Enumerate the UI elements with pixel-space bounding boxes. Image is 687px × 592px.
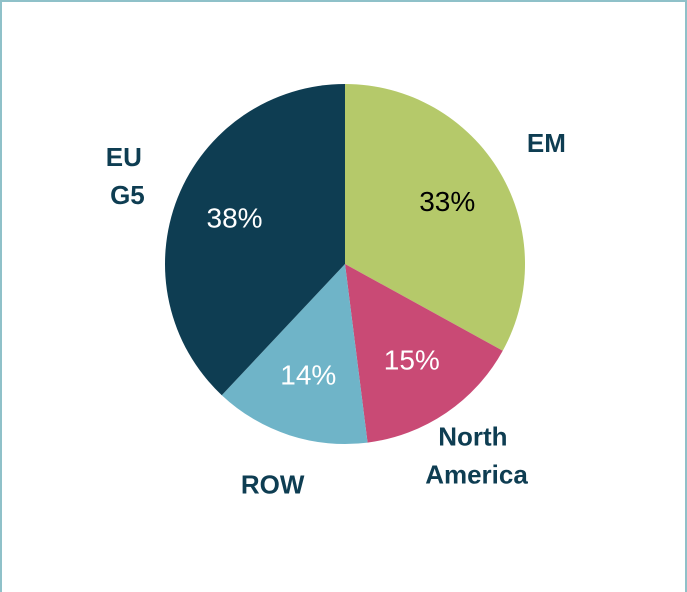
pie-slice — [345, 264, 503, 443]
category-label: EU G5 — [106, 142, 149, 210]
category-label: EM — [527, 128, 566, 158]
pie-slice — [165, 84, 345, 396]
pie-slice — [345, 84, 525, 351]
value-label: 33% — [419, 186, 475, 217]
category-label: North America — [425, 421, 528, 489]
pie-slice — [221, 264, 368, 445]
category-label: ROW — [241, 469, 305, 499]
value-label: 38% — [207, 203, 263, 234]
value-label: 15% — [384, 345, 440, 376]
value-label: 14% — [280, 359, 336, 390]
